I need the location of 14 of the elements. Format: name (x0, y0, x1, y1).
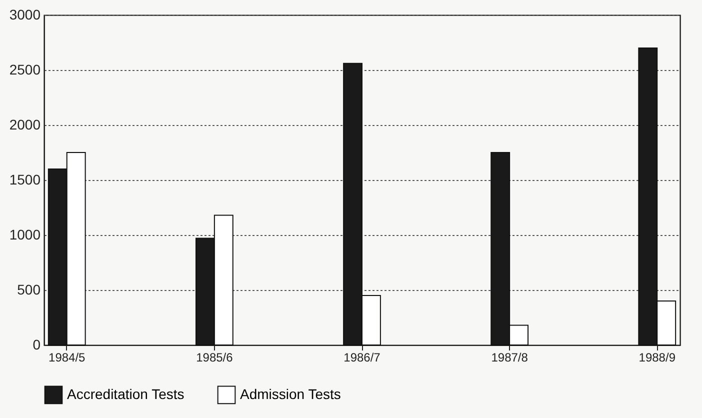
y-tick-label: 500 (17, 282, 41, 298)
y-tick-label: 0 (32, 336, 41, 352)
legend-label: Accreditation Tests (67, 386, 184, 402)
x-tick-label: 1987/8 (491, 350, 528, 364)
y-tick-label: 1500 (9, 172, 41, 188)
legend-label: Admission Tests (240, 386, 341, 402)
y-tick-label: 1000 (9, 226, 41, 242)
x-tick-label: 1986/7 (344, 350, 381, 364)
y-tick-label: 2000 (9, 116, 41, 132)
y-tick-label: 2500 (9, 62, 41, 78)
x-tick-label: 1985/6 (196, 350, 234, 364)
x-tick-label: 1988/9 (638, 350, 676, 364)
x-tick-label: 1984/5 (48, 350, 86, 364)
y-tick-label: 3000 (9, 6, 41, 22)
